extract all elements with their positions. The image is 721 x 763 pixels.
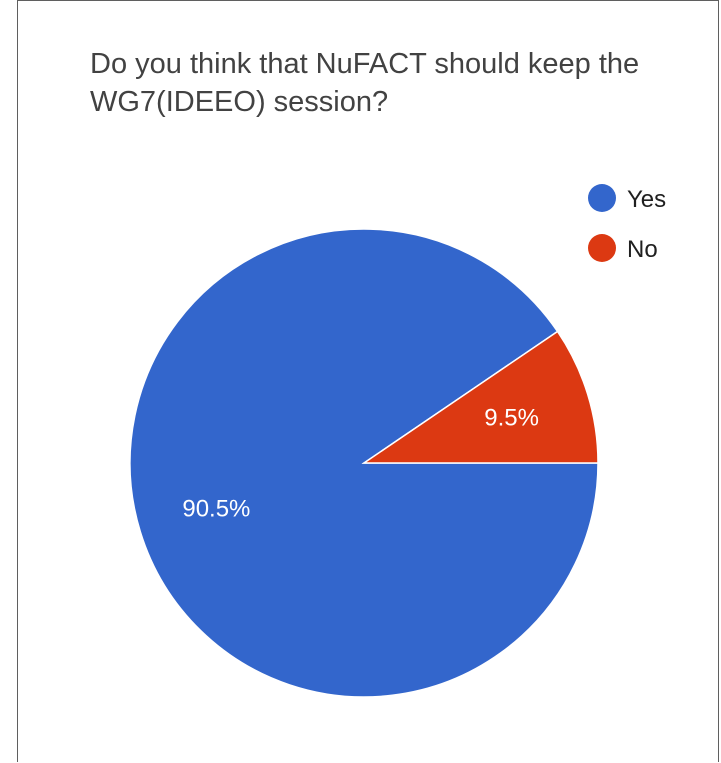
pie-data-labels: 90.5% 9.5% <box>182 405 539 523</box>
data-label-yes: 90.5% <box>182 495 250 522</box>
legend-label-yes: Yes <box>627 186 666 213</box>
data-label-no: 9.5% <box>484 405 539 432</box>
legend: Yes No <box>588 184 666 263</box>
legend-swatch-yes <box>588 184 616 212</box>
pie-slices <box>129 228 599 698</box>
chart-title: Do you think that NuFACT should keep the… <box>90 48 640 118</box>
chart-card: Do you think that NuFACT should keep the… <box>17 0 719 762</box>
legend-swatch-no <box>588 234 616 262</box>
pie-chart: 90.5% 9.5% Yes No <box>129 184 666 698</box>
pie-slice-no <box>361 330 599 464</box>
legend-label-no: No <box>627 236 658 263</box>
